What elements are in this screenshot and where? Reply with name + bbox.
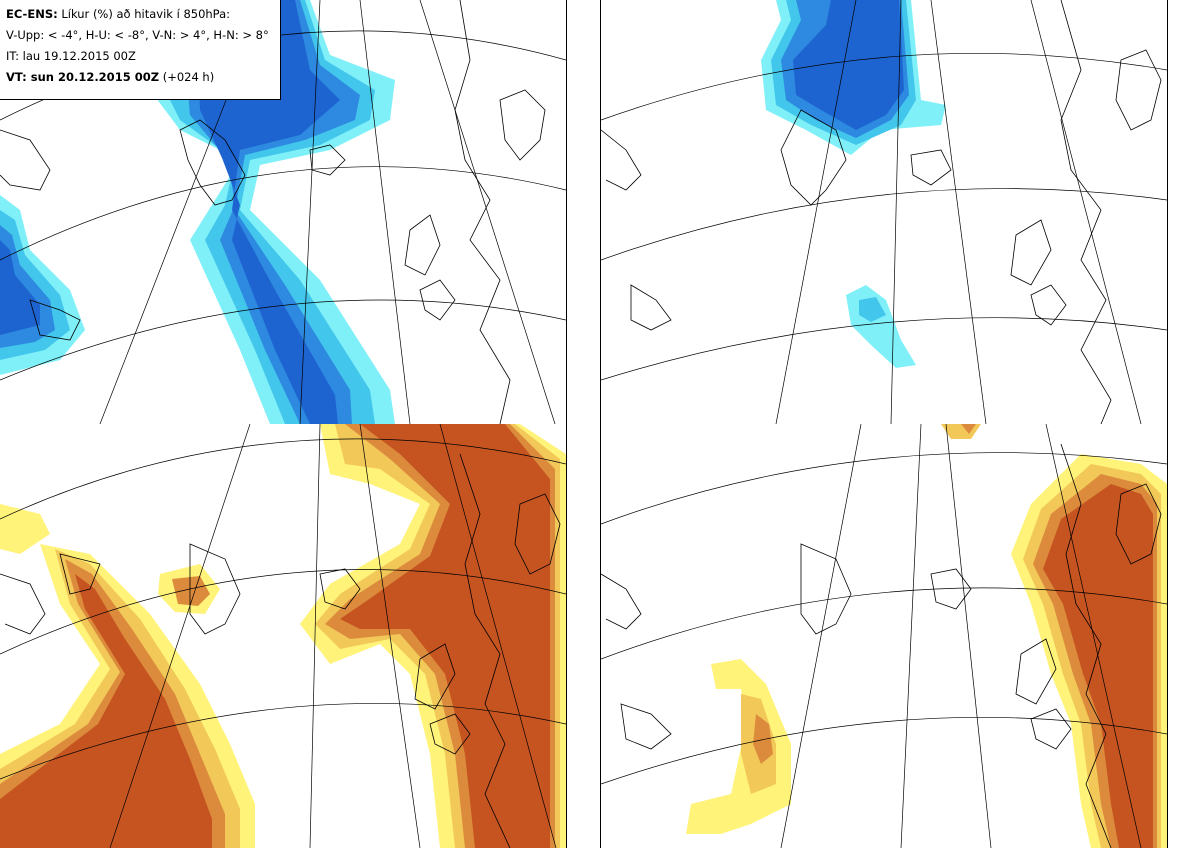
- info-title-bold: EC-ENS:: [6, 7, 58, 21]
- info-title-line: EC-ENS: Líkur (%) að hitavik í 850hPa:: [6, 4, 274, 25]
- probability-shading: [686, 424, 1167, 848]
- map-panel-top-right: 1009565355: [600, 0, 1168, 425]
- coastlines: [0, 453, 561, 848]
- graticule: [0, 424, 566, 848]
- info-title: Líkur (%) að hitavik í 850hPa:: [61, 7, 231, 21]
- probability-map-warm-8: [601, 424, 1167, 848]
- coastlines: [601, 443, 1162, 848]
- map-panel-bottom-right: 1009565355: [600, 424, 1168, 848]
- info-valid-time-line: VT: sun 20.12.2015 00Z (+024 h): [6, 67, 274, 88]
- info-valid-time: VT: sun 20.12.2015 00Z: [6, 70, 160, 84]
- info-initial-time: IT: lau 19.12.2015 00Z: [6, 49, 136, 63]
- info-legend-line: V-Upp: < -4°, H-U: < -8°, V-N: > 4°, H-N…: [6, 28, 269, 42]
- coastlines: [0, 0, 546, 424]
- probability-map-warm-4: [0, 424, 566, 848]
- probability-shading: [0, 424, 566, 848]
- map-panel-bottom-left: 1009565355: [0, 424, 567, 848]
- map-info-box: EC-ENS: Líkur (%) að hitavik í 850hPa: V…: [0, 0, 281, 100]
- info-lead-time: (+024 h): [162, 70, 215, 84]
- coastlines: [601, 0, 1162, 424]
- probability-map-cold-8: [601, 0, 1167, 424]
- map-panel-top-left: EC-ENS: Líkur (%) að hitavik í 850hPa: V…: [0, 0, 567, 425]
- graticule: [601, 424, 1167, 848]
